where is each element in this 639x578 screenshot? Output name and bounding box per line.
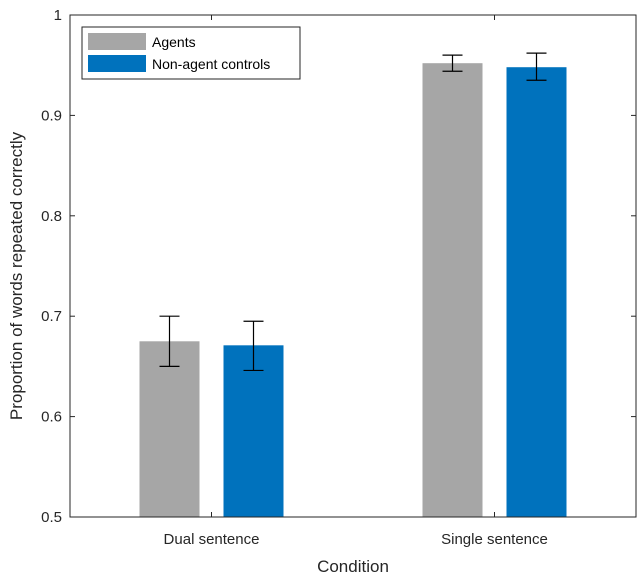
y-tick-label: 0.7 [41,308,62,325]
y-tick-label: 0.8 [41,208,62,225]
y-tick-label: 0.9 [41,107,62,124]
bar-agents [422,63,483,517]
error-bar [159,315,180,367]
error-bar [526,52,547,81]
bar-non-agent-controls [223,345,284,517]
x-tick-label: Single sentence [441,531,548,548]
x-axis: Dual sentence Single sentence [164,15,548,548]
y-tick-label: 0.5 [41,509,62,526]
bar-non-agent-controls [506,67,567,517]
x-axis-title: Condition [317,557,389,576]
y-tick-label: 1 [54,7,62,24]
y-axis-title: Proportion of words repeated correctly [7,131,26,420]
legend-label-non-agent-controls: Non-agent controls [152,56,270,72]
bars-layer [139,63,567,517]
bar-agents [139,341,200,517]
legend-swatch-agents [88,33,146,50]
x-tick-label: Dual sentence [164,531,260,548]
legend: Agents Non-agent controls [81,26,301,80]
legend-label-agents: Agents [152,34,196,50]
error-bar [243,320,264,372]
y-axis: 0.5 0.6 0.7 0.8 0.9 1 [41,7,636,526]
error-bar [442,54,463,72]
error-bars-layer [159,52,547,372]
legend-swatch-non-agent-controls [88,55,146,72]
plot-area-border [69,14,637,518]
y-tick-label: 0.6 [41,409,62,426]
